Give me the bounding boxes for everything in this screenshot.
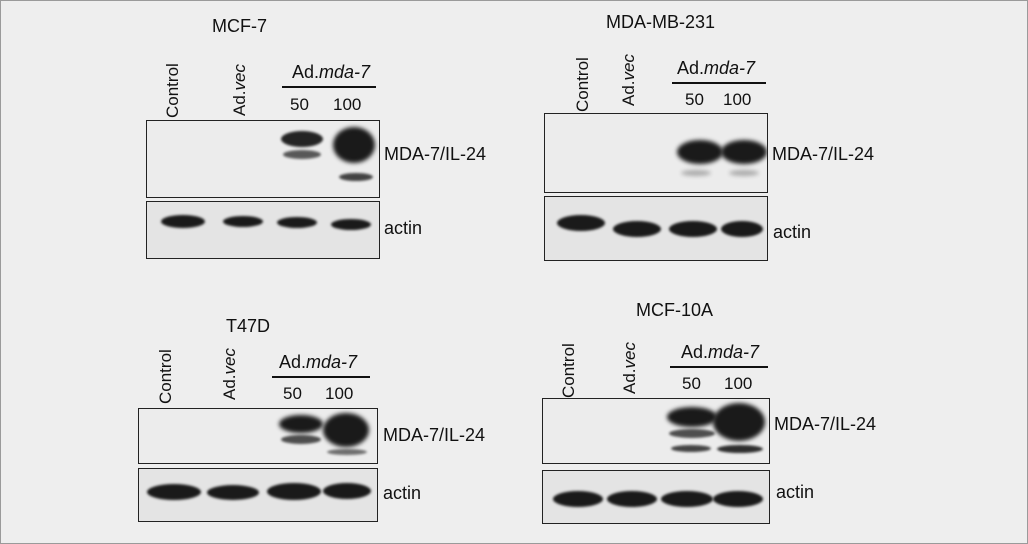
panel-mcf7: MCF-7 Control Ad.vec Ad.mda-7 50 100 MDA…	[0, 0, 514, 272]
blot-actin	[146, 201, 380, 259]
band	[681, 170, 711, 176]
blot-mda7	[138, 408, 378, 464]
band	[677, 140, 723, 164]
dose-50: 50	[682, 374, 701, 393]
blot-label-mda7: MDA-7/IL-24	[384, 144, 487, 164]
band	[147, 484, 201, 500]
cell-line-title: MCF-10A	[636, 300, 714, 320]
band	[713, 491, 763, 507]
dose-100: 100	[325, 384, 354, 403]
blot-mda7	[146, 120, 380, 198]
band	[223, 216, 263, 227]
dose-50: 50	[290, 95, 309, 114]
cell-line-title: T47D	[226, 316, 271, 336]
cell-line-title: MDA-MB-231	[606, 12, 716, 32]
band	[267, 483, 321, 500]
band	[161, 215, 205, 228]
lane-label-control: Control	[559, 343, 578, 398]
band	[553, 491, 603, 507]
group-label-ad-mda7: Ad.mda-7	[292, 62, 371, 82]
band	[327, 449, 367, 455]
band	[661, 491, 713, 507]
group-label-ad-mda7: Ad.mda-7	[681, 342, 760, 362]
dose-50: 50	[283, 384, 302, 403]
group-label-ad-mda7: Ad.mda-7	[677, 58, 756, 78]
band	[323, 483, 371, 499]
band	[613, 221, 661, 237]
band	[721, 221, 763, 237]
band	[667, 407, 717, 427]
dose-100: 100	[333, 95, 362, 114]
band	[669, 429, 715, 438]
group-underline	[672, 82, 766, 84]
dose-100: 100	[723, 90, 752, 109]
blot-actin	[138, 468, 378, 522]
band	[323, 413, 369, 447]
band	[279, 415, 323, 433]
blot-label-mda7: MDA-7/IL-24	[772, 144, 875, 164]
band	[339, 173, 373, 181]
band	[607, 491, 657, 507]
group-underline	[670, 366, 768, 368]
blot-mda7	[544, 113, 768, 193]
blot-actin	[544, 196, 768, 261]
band	[669, 221, 717, 237]
group-underline	[272, 376, 370, 378]
blot-label-actin: actin	[776, 482, 815, 502]
blot-label-mda7: MDA-7/IL-24	[383, 425, 486, 445]
band	[729, 170, 759, 176]
panel-mda-mb-231: MDA-MB-231 Control Ad.vec Ad.mda-7 50 10…	[544, 12, 875, 261]
panel-t47d: T47D Control Ad.vec Ad.mda-7 50 100 MDA-…	[138, 316, 486, 522]
band	[557, 215, 605, 231]
band	[671, 445, 711, 452]
band	[721, 140, 767, 164]
group-underline	[282, 86, 376, 88]
blot-label-actin: actin	[773, 222, 812, 242]
dose-50: 50	[685, 90, 704, 109]
band	[331, 219, 371, 230]
band	[283, 150, 321, 159]
band	[281, 131, 323, 147]
band	[713, 403, 765, 441]
cell-line-title: MCF-7	[212, 16, 267, 36]
blot-label-actin: actin	[384, 218, 423, 238]
dose-100: 100	[724, 374, 753, 393]
band	[333, 127, 375, 163]
blot-label-mda7: MDA-7/IL-24	[774, 414, 877, 434]
blot-label-actin: actin	[383, 483, 422, 503]
band	[277, 217, 317, 228]
blot-actin	[542, 470, 770, 524]
lane-label-ad-vec: Ad.vec	[620, 342, 639, 394]
band	[717, 445, 763, 453]
blot-mda7	[542, 398, 770, 464]
band	[207, 485, 259, 500]
group-label-ad-mda7: Ad.mda-7	[279, 352, 358, 372]
band	[281, 435, 321, 444]
